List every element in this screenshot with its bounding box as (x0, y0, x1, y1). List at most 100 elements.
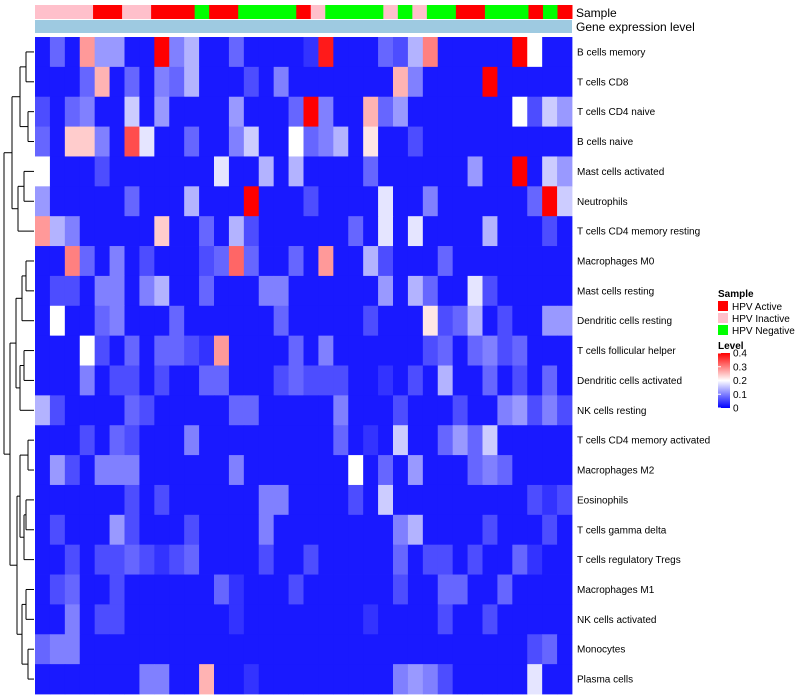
heatmap-cell (214, 186, 230, 217)
heatmap-cell (169, 37, 185, 68)
heatmap-cell (348, 275, 364, 307)
heatmap-cell (497, 186, 513, 217)
level-legend: Level 0.4 0.3 0.2 0.1 0 (718, 341, 747, 415)
heatmap-cell (407, 425, 424, 456)
heatmap-cell (407, 246, 424, 277)
heatmap-cell (154, 275, 170, 307)
heatmap-cell (527, 275, 543, 307)
heatmap-cell (437, 365, 454, 396)
heatmap-cell (214, 395, 230, 426)
heatmap-cell (94, 335, 110, 366)
heatmap-cell (288, 455, 304, 486)
heatmap-cell (318, 335, 334, 366)
heatmap-cell (348, 305, 364, 337)
heatmap-cell (228, 96, 245, 127)
heatmap-cell (169, 275, 185, 307)
heatmap-cell (437, 634, 454, 665)
heatmap-cell (527, 634, 543, 665)
heatmap-cell (184, 425, 200, 456)
heatmap-cell (378, 37, 394, 68)
heatmap-cell (497, 425, 513, 456)
heatmap-cell (542, 514, 558, 546)
heatmap-cell (333, 305, 349, 337)
heatmap-cell (258, 514, 275, 546)
heatmap-cell (273, 37, 289, 68)
sample-cell-hpv-active (107, 5, 123, 19)
heatmap-cell (527, 305, 543, 337)
heatmap-cell (94, 544, 110, 575)
heatmap-cell (79, 604, 96, 635)
heatmap-cell (527, 335, 543, 366)
heatmap-cell (35, 186, 51, 217)
heatmap-cell (378, 246, 394, 277)
heatmap-cell (258, 96, 275, 127)
heatmap-cell (124, 186, 140, 217)
heatmap-cell (258, 634, 275, 665)
heatmap-cell (154, 664, 170, 695)
heatmap-cell (437, 186, 454, 217)
heatmap-cell (258, 365, 275, 396)
sample-cell-hpv-negative (325, 5, 341, 19)
heatmap-cell (243, 305, 260, 337)
heatmap-cell (407, 514, 424, 546)
heatmap-cell (243, 335, 260, 366)
heatmap-cell (527, 246, 543, 277)
heatmap-cell (199, 37, 215, 68)
heatmap-cell (109, 514, 125, 546)
heatmap-cell (407, 604, 424, 635)
heatmap-cell (139, 66, 155, 98)
heatmap-cell (139, 156, 155, 187)
heatmap-cell (348, 634, 364, 665)
heatmap-cell (407, 275, 424, 307)
heatmap-cell (288, 216, 304, 247)
heatmap-cell (64, 246, 81, 277)
heatmap-cell (35, 484, 51, 516)
heatmap-cell (124, 425, 140, 456)
heatmap-cell (378, 365, 394, 396)
heatmap-cell (169, 96, 185, 127)
heatmap-cell (333, 634, 349, 665)
heatmap-cell (214, 574, 230, 605)
heatmap-cell (154, 425, 170, 456)
heatmap-cell (49, 484, 66, 516)
heatmap-cell (303, 664, 319, 695)
level-tick-label: 0.2 (733, 376, 747, 387)
heatmap-cell (333, 216, 349, 247)
heatmap-cell (228, 275, 245, 307)
sample-cell-hpv-inactive (310, 5, 326, 19)
heatmap-cell (64, 156, 81, 187)
heatmap-cell (542, 246, 558, 277)
heatmap-cell (35, 395, 51, 426)
heatmap-cell (258, 37, 275, 68)
heatmap-cell (542, 216, 558, 247)
heatmap-cell (49, 425, 66, 456)
heatmap-cell (273, 395, 289, 426)
sample-cell-hpv-inactive (136, 5, 152, 19)
level-tick-label: 0.4 (733, 349, 747, 360)
heatmap-cell (35, 425, 51, 456)
heatmap-cell (79, 514, 96, 546)
heatmap-cell (527, 425, 543, 456)
heatmap-cell (393, 455, 409, 486)
heatmap-cell (452, 126, 468, 157)
heatmap-cell (35, 126, 51, 157)
sample-cell-hpv-negative (252, 5, 268, 19)
heatmap-cell (542, 96, 558, 127)
heatmap-cell (124, 484, 140, 516)
sample-cell-hpv-active (455, 5, 471, 19)
heatmap-cell (318, 604, 334, 635)
heatmap-cell (199, 574, 215, 605)
heatmap-cell (467, 126, 483, 157)
heatmap-cell (288, 186, 304, 217)
heatmap-cell (497, 305, 513, 337)
heatmap-cell (393, 246, 409, 277)
heatmap-cell (363, 365, 379, 396)
row-label: NK cells activated (577, 615, 656, 626)
heatmap-cell (154, 126, 170, 157)
heatmap-cell (49, 634, 66, 665)
heatmap-cell (243, 275, 260, 307)
heatmap-cell (288, 425, 304, 456)
heatmap-cell (94, 634, 110, 665)
heatmap-cell (243, 395, 260, 426)
heatmap-cell (273, 305, 289, 337)
